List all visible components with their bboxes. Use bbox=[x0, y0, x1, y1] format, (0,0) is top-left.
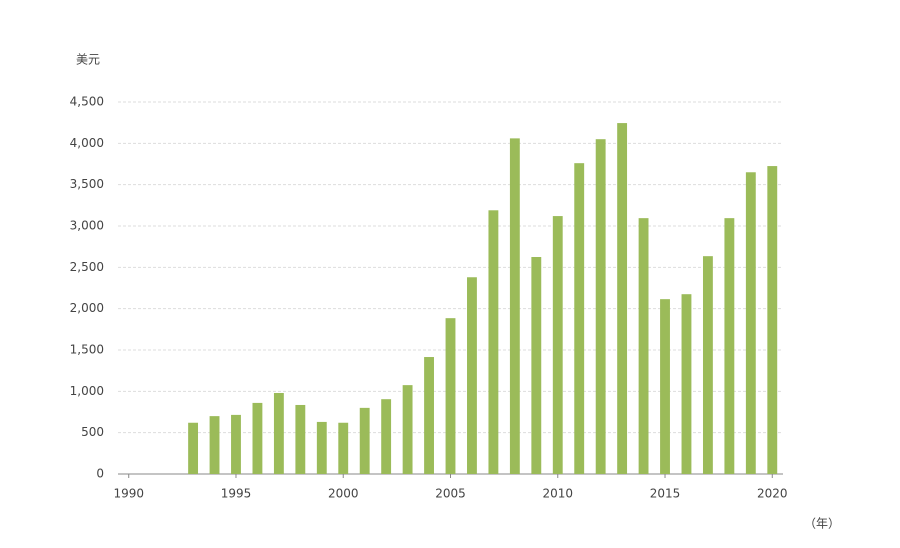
bar bbox=[660, 299, 670, 474]
bar bbox=[595, 139, 606, 474]
bar bbox=[295, 404, 306, 474]
x-tick-label: 2000 bbox=[328, 487, 359, 501]
y-tick-label: 1,000 bbox=[70, 384, 104, 398]
bar bbox=[188, 422, 199, 474]
bar bbox=[252, 402, 263, 474]
bar bbox=[767, 166, 778, 475]
y-tick-label: 3,500 bbox=[70, 177, 104, 191]
y-tick-label: 3,000 bbox=[70, 219, 104, 233]
bar bbox=[381, 399, 392, 474]
bar bbox=[638, 218, 649, 474]
x-tick-label: 2020 bbox=[757, 487, 788, 501]
y-tick-label: 4,000 bbox=[70, 136, 104, 150]
bar bbox=[745, 172, 756, 474]
bar bbox=[509, 138, 520, 474]
bar bbox=[702, 256, 713, 474]
y-tick-label: 2,500 bbox=[70, 260, 104, 274]
bar bbox=[424, 357, 434, 474]
bar bbox=[445, 318, 456, 474]
bar bbox=[574, 163, 585, 474]
bar bbox=[552, 216, 563, 474]
y-tick-label: 500 bbox=[81, 425, 104, 439]
bar bbox=[209, 416, 220, 474]
bar bbox=[681, 294, 692, 474]
bar bbox=[316, 421, 327, 474]
x-axis-label: （年） bbox=[804, 517, 840, 531]
y-tick-label: 2,000 bbox=[70, 301, 104, 315]
x-tick-label: 2010 bbox=[542, 487, 573, 501]
bar bbox=[359, 407, 370, 474]
bar bbox=[231, 414, 241, 474]
bar bbox=[617, 123, 628, 474]
y-tick-label: 1,500 bbox=[70, 343, 104, 357]
bar bbox=[531, 257, 542, 474]
y-tick-label: 4,500 bbox=[70, 95, 104, 109]
x-tick-label: 2005 bbox=[435, 487, 466, 501]
x-tick-label: 1995 bbox=[221, 487, 252, 501]
x-tick-label: 2015 bbox=[650, 487, 681, 501]
x-tick-label: 1990 bbox=[113, 487, 144, 501]
y-axis-label: 美元 bbox=[76, 53, 100, 67]
bar bbox=[402, 385, 413, 474]
bar bbox=[273, 392, 284, 474]
y-tick-label: 0 bbox=[96, 467, 104, 481]
bar bbox=[724, 218, 735, 474]
bar bbox=[467, 277, 477, 474]
bar bbox=[338, 422, 349, 474]
bar bbox=[488, 210, 499, 474]
